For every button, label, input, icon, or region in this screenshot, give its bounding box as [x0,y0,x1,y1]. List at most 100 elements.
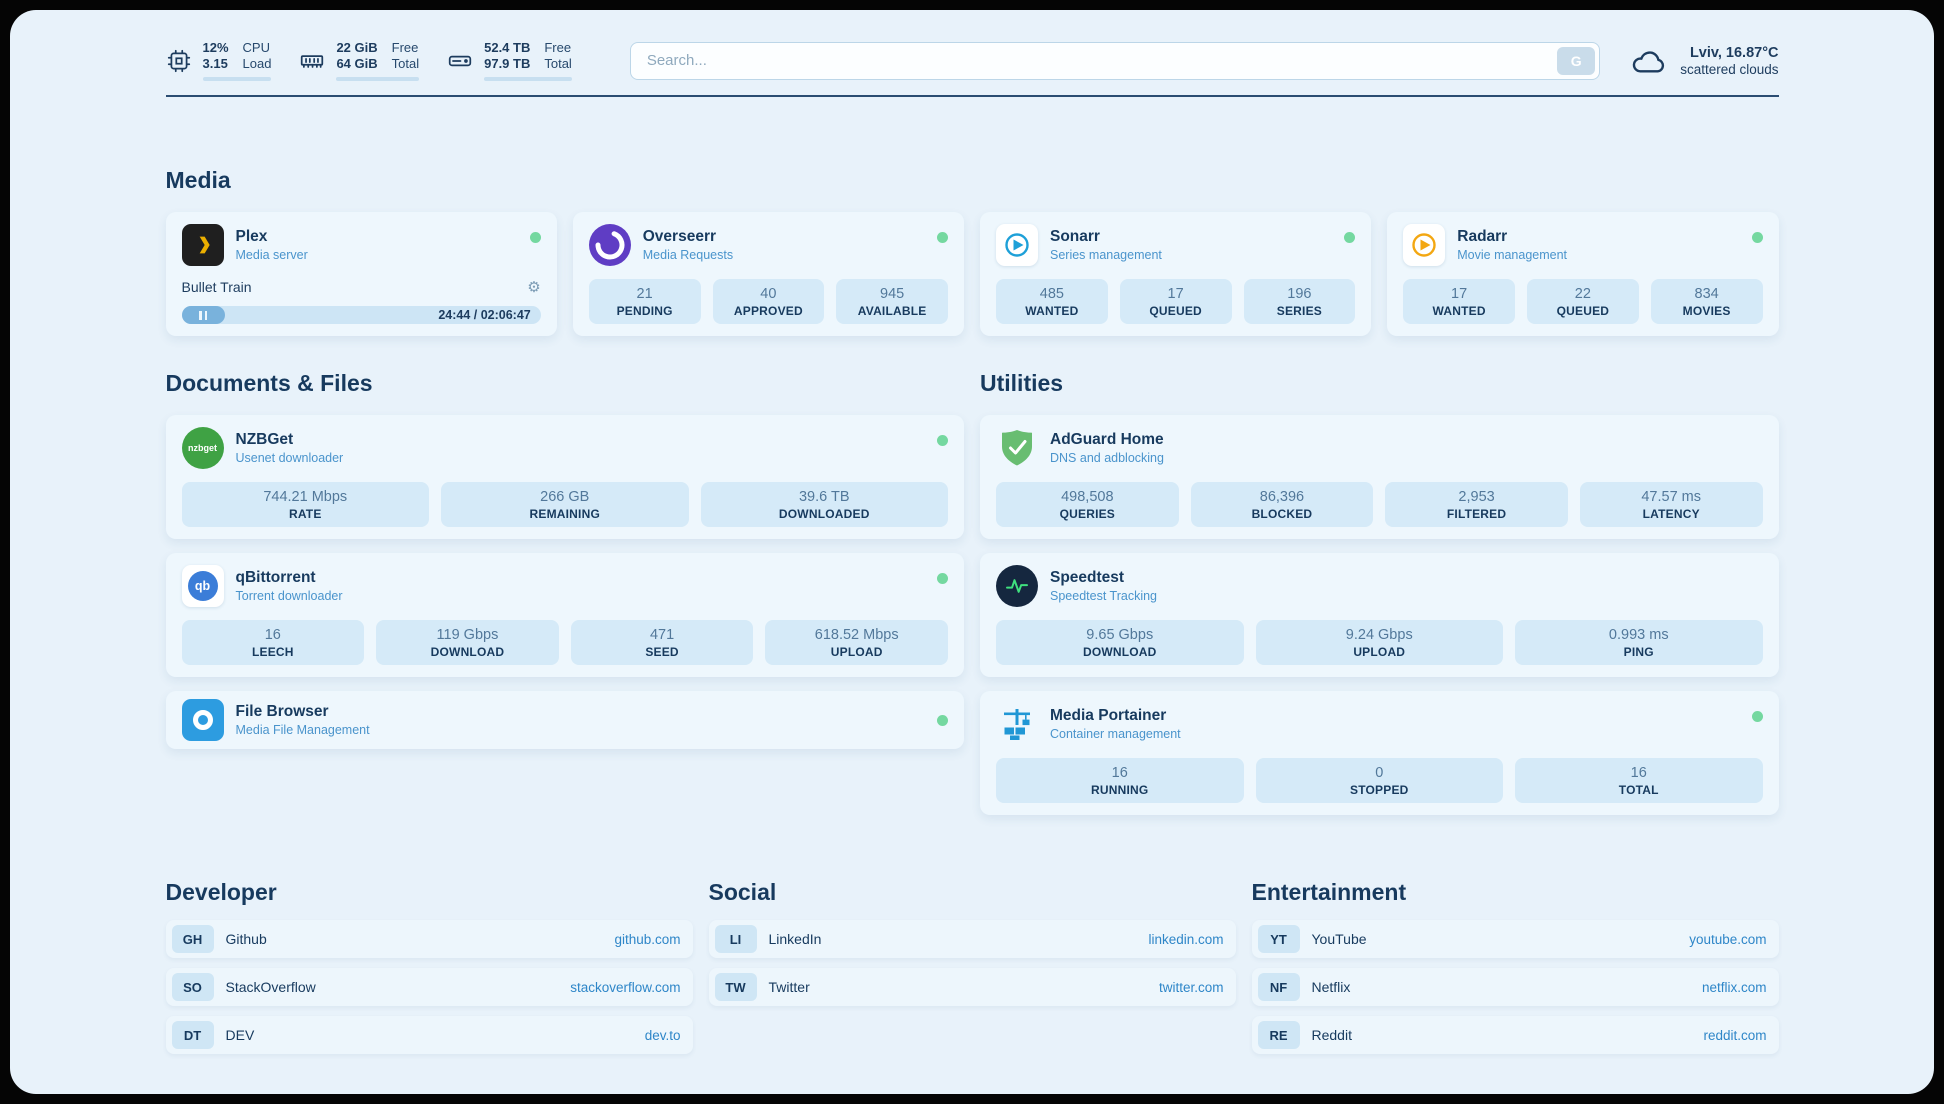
ram-widget: 22 GiB Free 64 GiB Total [299,40,420,81]
speedtest-card[interactable]: Speedtest Speedtest Tracking 9.65 Gbps DO… [980,553,1779,677]
social-bookmarks: Social LI LinkedIn linkedin.com TW Twitt… [708,879,1236,1006]
bookmark-youtube[interactable]: YT YouTube youtube.com [1251,920,1779,958]
stat-box: 47.57 ms LATENCY [1579,482,1763,527]
bookmark-name: Reddit [1311,1027,1352,1043]
bookmark-abbr: GH [171,925,214,953]
bookmark-url: netflix.com [1701,979,1767,995]
status-indicator [1751,711,1763,722]
bookmark-abbr: SO [171,973,214,1001]
search-input[interactable] [629,41,1601,80]
header-divider [165,95,1779,97]
stat-box: 618.52 Mbps UPLOAD [765,620,948,665]
stat-box: 9.24 Gbps UPLOAD [1255,620,1503,665]
bookmark-name: LinkedIn [768,931,822,947]
cpu-label: CPU [242,40,270,55]
radarr-card[interactable]: Radarr Movie management 17 WANTED 22 QUEUE… [1387,212,1779,336]
stat-box: 834 MOVIES [1650,279,1763,324]
stat-box: 2,953 FILTERED [1385,482,1568,527]
weather-condition: scattered clouds [1680,61,1779,77]
bookmark-url: github.com [614,931,681,947]
bookmark-github[interactable]: GH Github github.com [165,920,693,958]
bookmark-name: Netflix [1311,979,1351,995]
stat-box: 471 SEED [570,620,754,665]
stat-box: 39.6 TB DOWNLOADED [700,482,948,527]
bookmark-twitter[interactable]: TW Twitter twitter.com [708,968,1236,1006]
search-bar: G [629,41,1601,80]
disk-total-value: 97.9 TB [484,56,531,71]
app-subtitle: Torrent downloader [235,589,343,603]
bookmark-abbr: DT [171,1021,214,1049]
filebrowser-card[interactable]: File Browser Media File Management [165,691,964,749]
weather-widget: Lviv, 16.87°C scattered clouds [1630,44,1779,77]
stat-box: 498,508 QUERIES [996,482,1179,527]
media-section-title: Media [165,167,231,193]
bookmark-abbr: LI [714,925,757,953]
app-subtitle: Container management [1050,727,1181,741]
qbittorrent-card[interactable]: qb qBittorrent Torrent downloader 16 LEEC… [165,553,964,677]
overseerr-icon [588,224,631,266]
bookmark-stackoverflow[interactable]: SO StackOverflow stackoverflow.com [165,968,693,1006]
bookmark-name: StackOverflow [225,979,316,995]
stat-box: 9.65 Gbps DOWNLOAD [996,620,1244,665]
sonarr-card[interactable]: Sonarr Series management 485 WANTED 17 QUE… [980,212,1372,336]
stat-box: 86,396 BLOCKED [1190,482,1374,527]
app-name: Overseerr [642,228,717,245]
weather-location: Lviv, 16.87°C [1689,44,1779,61]
stat-box: 266 GB REMAINING [441,482,689,527]
ram-free-value: 22 GiB [336,40,378,55]
bookmark-netflix[interactable]: NF Netflix netflix.com [1251,968,1779,1006]
utilities-section-title: Utilities [980,370,1064,396]
stat-box: 40 APPROVED [712,279,825,324]
stat-box: 16 RUNNING [996,758,1244,803]
bookmark-url: youtube.com [1689,931,1767,947]
pause-button[interactable] [181,306,225,324]
playback-progress-bar[interactable]: 24:44 / 02:06:47 [181,306,541,324]
bookmark-abbr: RE [1257,1021,1300,1049]
app-name: AdGuard Home [1050,431,1164,448]
disk-total-label: Total [544,56,572,71]
app-subtitle: DNS and adblocking [1050,451,1164,465]
ram-free-label: Free [391,40,419,55]
stat-box: 22 QUEUED [1527,279,1639,324]
sonarr-icon [996,224,1038,266]
disk-progress-bar [484,77,572,81]
developer-bookmarks: Developer GH Github github.com SO StackO… [165,879,693,1054]
cpu-progress-bar [202,77,272,81]
bookmark-linkedin[interactable]: LI LinkedIn linkedin.com [708,920,1236,958]
portainer-crane-icon [996,703,1038,745]
ram-total-value: 64 GiB [336,56,378,71]
documents-section: Documents & Files nzbget NZBGet Usenet d… [165,370,964,749]
stat-box: 0.993 ms PING [1515,620,1763,665]
nzbget-icon: nzbget [181,427,224,469]
ram-total-label: Total [391,56,420,71]
filebrowser-icon [181,699,224,741]
cpu-load-label: Load [242,56,272,71]
adguard-shield-icon [996,427,1038,469]
disk-free-value: 52.4 TB [484,40,531,55]
header-bar: 12% CPU 3.15 Load 22 GiB Free 64 GiB Tot… [166,10,1779,81]
entertainment-bookmarks: Entertainment YT YouTube youtube.com NF … [1251,879,1779,1054]
settings-gear-icon[interactable]: ⚙ [527,278,541,296]
search-engine-button[interactable]: G [1557,46,1596,75]
stat-box: 196 SERIES [1243,279,1356,324]
app-subtitle: Media File Management [235,723,370,737]
bookmark-reddit[interactable]: RE Reddit reddit.com [1251,1016,1779,1054]
cloud-icon [1632,50,1665,72]
adguard-card[interactable]: AdGuard Home DNS and adblocking 498,508 Q… [980,415,1779,539]
status-indicator [937,714,948,726]
app-name: Speedtest [1050,569,1125,586]
disk-drive-icon [448,55,472,66]
overseerr-card[interactable]: Overseerr Media Requests 21 PENDING 40 APP… [572,212,964,336]
plex-card[interactable]: Plex Media server Bullet Train ⚙ 24:44 /… [165,212,557,336]
bookmark-dev[interactable]: DT DEV dev.to [165,1016,693,1054]
status-indicator [937,232,948,243]
app-name: Radarr [1457,228,1508,245]
bookmark-url: dev.to [644,1027,681,1043]
app-name: NZBGet [235,431,294,448]
nzbget-card[interactable]: nzbget NZBGet Usenet downloader 744.21 M… [165,415,964,539]
entertainment-section-title: Entertainment [1251,879,1407,905]
qbittorrent-icon: qb [181,565,224,607]
portainer-card[interactable]: Media Portainer Container management 16 R… [980,691,1779,815]
playback-time: 24:44 / 02:06:47 [438,308,531,322]
cpu-load-value: 3.15 [202,56,228,71]
